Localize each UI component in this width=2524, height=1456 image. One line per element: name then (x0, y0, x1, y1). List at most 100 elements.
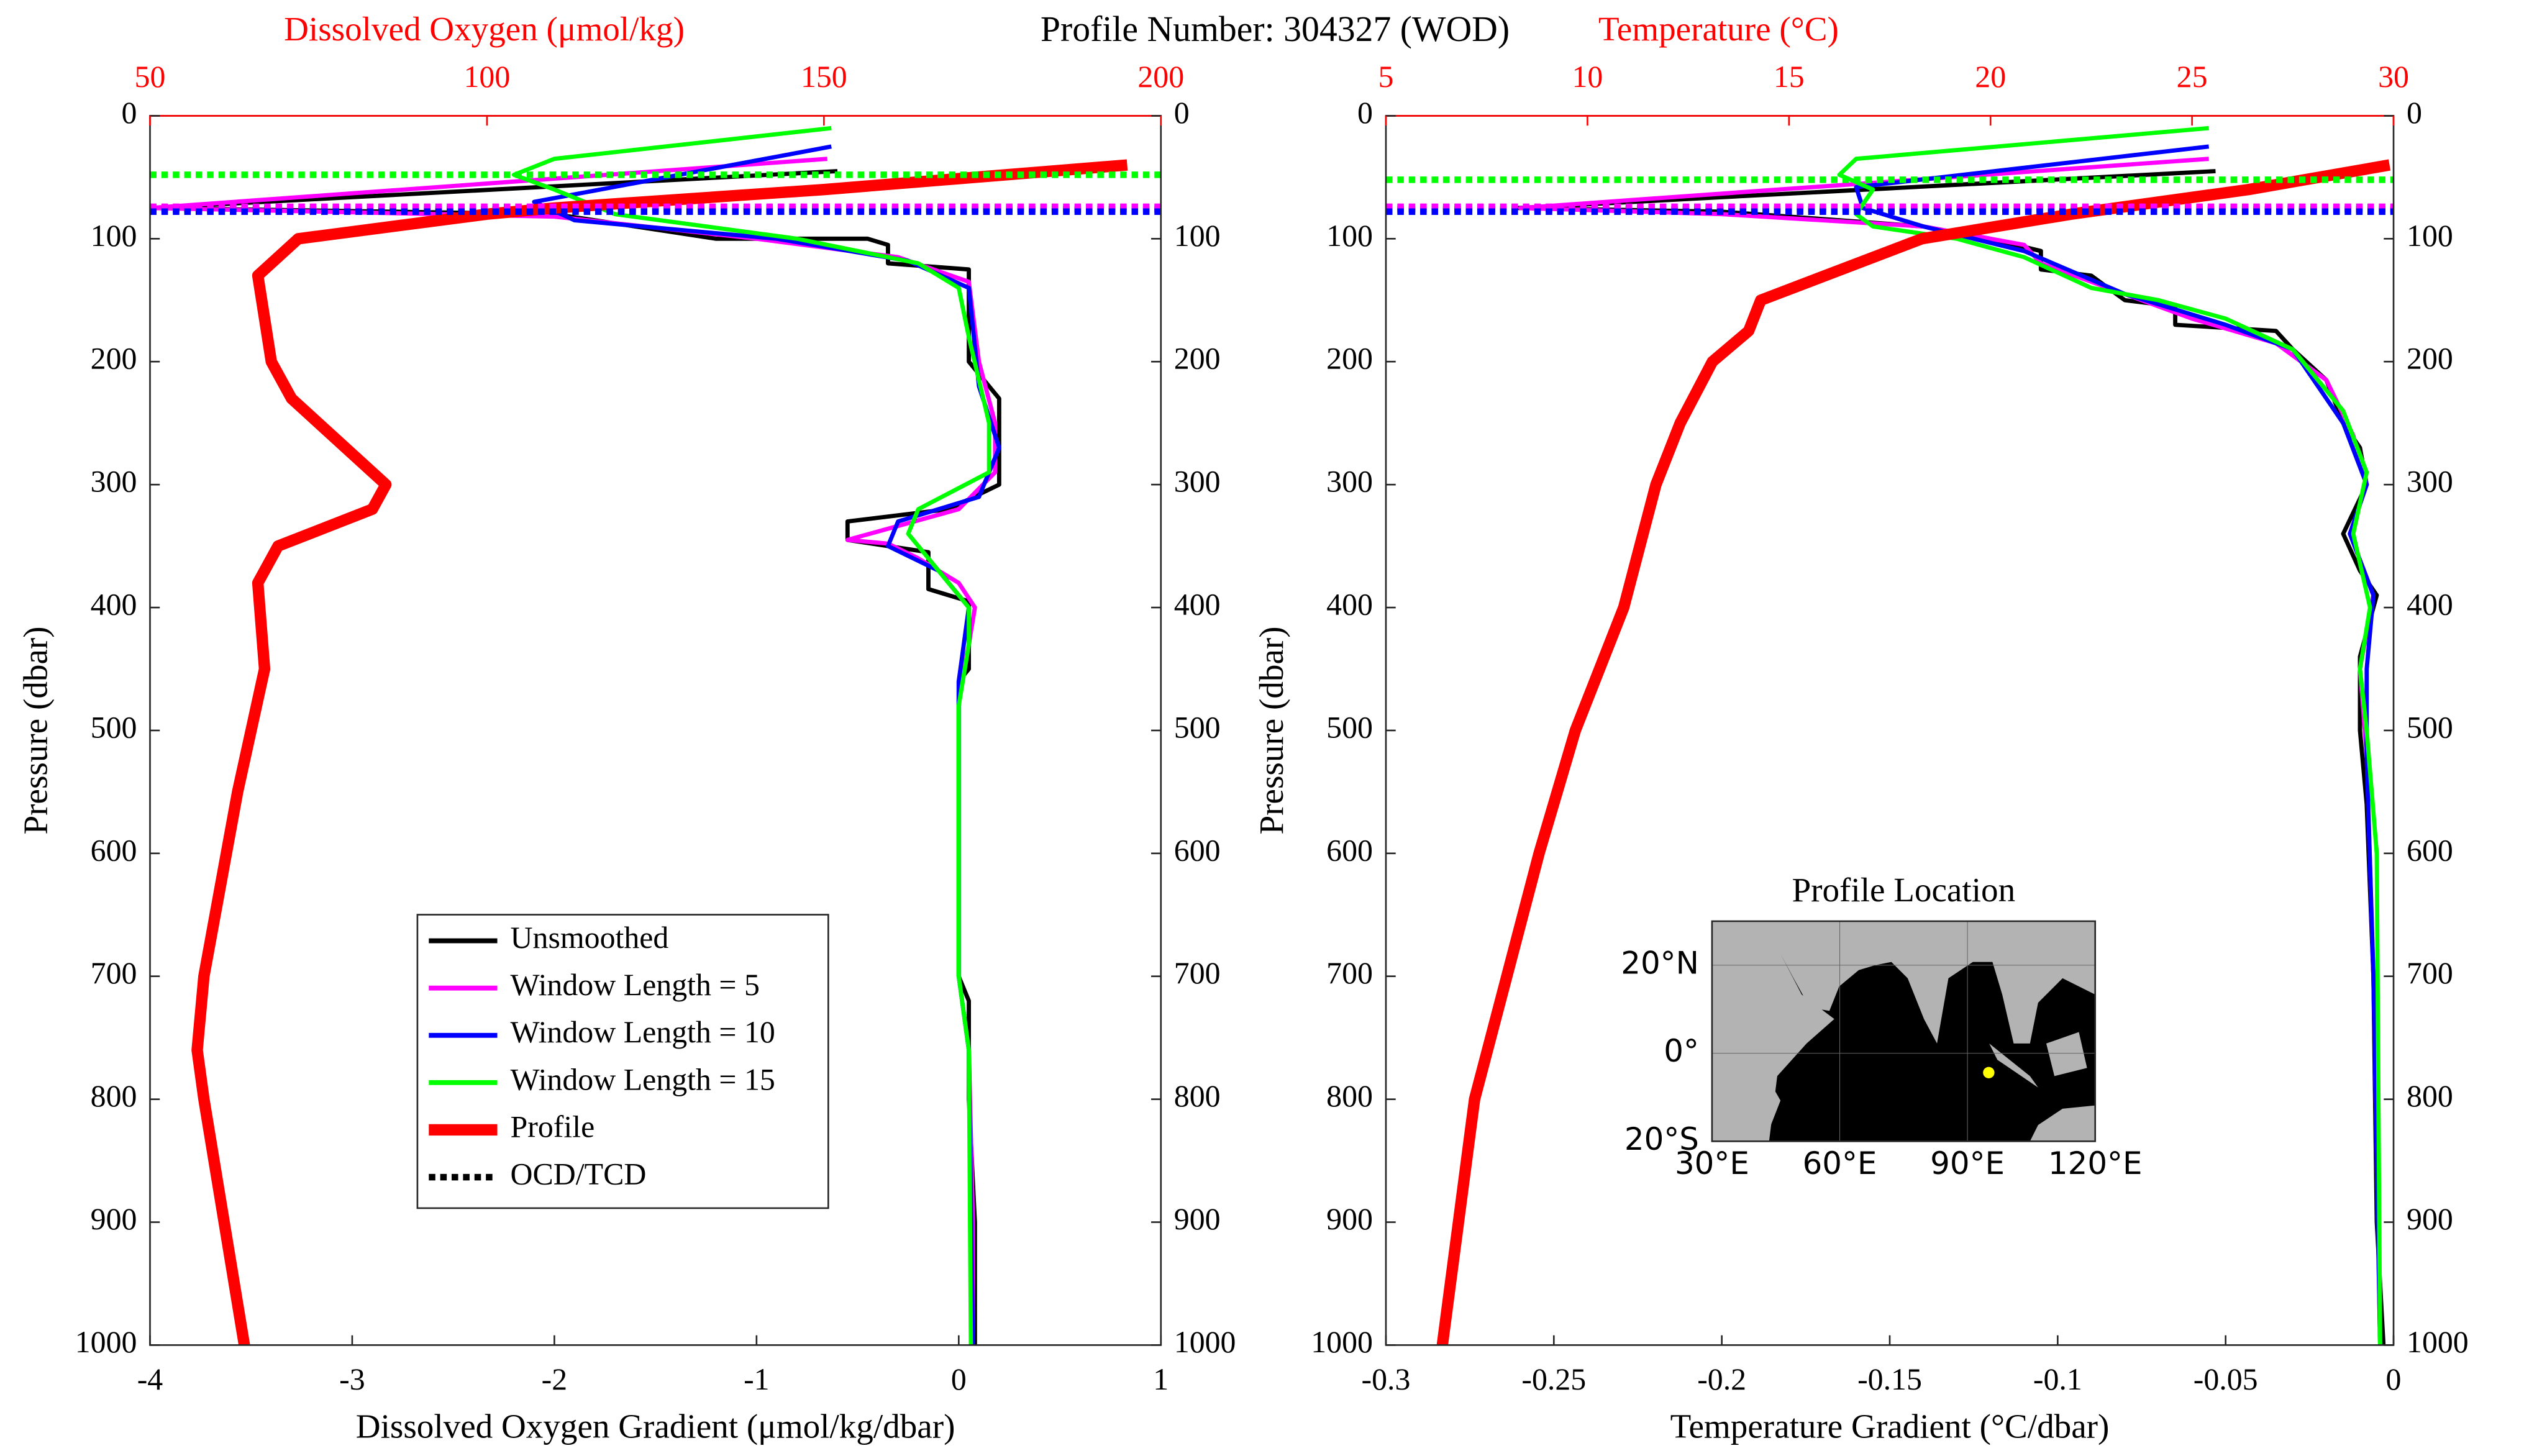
y-tick-label: 200 (1174, 342, 1221, 376)
y-tick-label: 200 (91, 342, 137, 376)
y-tick-label: 400 (1326, 587, 1373, 621)
map-x-tick-label: 60°E (1803, 1145, 1877, 1181)
legend-label: Window Length = 15 (511, 1062, 775, 1096)
x-tick-label: 0 (2386, 1362, 2402, 1396)
y-tick-label: 0 (1174, 96, 1190, 130)
x2-tick-label: 10 (1572, 60, 1603, 94)
x2-axis-label: Dissolved Oxygen (μmol/kg) (284, 10, 685, 48)
plot-area (150, 125, 1161, 1345)
map-title: Profile Location (1792, 871, 2015, 909)
y-tick-label: 200 (1326, 342, 1373, 376)
y-tick-label: 1000 (75, 1325, 137, 1359)
x2-tick-label: 30 (2378, 60, 2409, 94)
legend-label: Window Length = 10 (511, 1015, 775, 1049)
y-tick-label: 900 (1326, 1202, 1373, 1236)
y-tick-label: 700 (91, 956, 137, 990)
x-tick-label: -0.1 (2033, 1362, 2082, 1396)
y-tick-label: 500 (1174, 710, 1221, 744)
x2-tick-label: 200 (1137, 60, 1184, 94)
y-tick-label: 400 (91, 587, 137, 621)
gradient-line (511, 125, 991, 1345)
y-tick-label: 500 (91, 710, 137, 744)
x-tick-label: -3 (339, 1362, 365, 1396)
map-land (1711, 921, 2095, 1142)
y-tick-label: 600 (1326, 833, 1373, 867)
x-tick-label: -4 (137, 1362, 163, 1396)
legend-label: Window Length = 5 (511, 968, 760, 1002)
x2-tick-label: 100 (464, 60, 511, 94)
land (1989, 1043, 2038, 1088)
map-frame (1711, 920, 2097, 1142)
y-tick-label: 800 (1326, 1079, 1373, 1113)
y-tick-label: 600 (91, 833, 137, 867)
x-tick-label: -0.25 (1521, 1362, 1586, 1396)
x-tick-label: 1 (1153, 1362, 1169, 1396)
x-tick-label: -1 (744, 1362, 770, 1396)
y-tick-label: 1000 (2407, 1325, 2469, 1359)
y-tick-label: 100 (91, 219, 137, 253)
y-tick-label: 600 (1174, 833, 1221, 867)
y-tick-label: 1000 (1311, 1325, 1373, 1359)
legend-label: Profile (511, 1109, 595, 1144)
profile-location (1983, 1067, 1995, 1078)
map: 30°E 60°E 90°E 120°E 20°N 0° 20°S Profile Locat… (1621, 871, 2142, 1181)
legend-label: OCD/TCD (511, 1157, 647, 1191)
land (1711, 921, 2095, 1142)
x-axis-label: Dissolved Oxygen Gradient (μmol/kg/dbar) (356, 1408, 955, 1445)
land (2046, 1032, 2087, 1076)
map-x-tick-label: 90°E (1930, 1145, 2005, 1181)
y-tick-label: 100 (2407, 219, 2453, 253)
gradient-line (1837, 125, 2382, 1345)
map-y-tick-label: 0° (1664, 1033, 1699, 1069)
x2-tick-label: 15 (1774, 60, 1805, 94)
y-axis-label: Pressure (dbar) (17, 626, 55, 834)
y-tick-label: 800 (1174, 1079, 1221, 1113)
y-tick-label: 500 (2407, 710, 2453, 744)
land (2030, 1105, 2095, 1142)
y-tick-label: 600 (2407, 833, 2453, 867)
y-tick-label: 800 (2407, 1079, 2453, 1113)
plot-area (1385, 125, 2394, 1345)
y-tick-label: 0 (1357, 96, 1373, 130)
x-tick-label: -0.2 (1697, 1362, 1746, 1396)
x2-tick-label: 25 (2177, 60, 2208, 94)
y-tick-label: 900 (91, 1202, 137, 1236)
x2-tick-label: 5 (1378, 60, 1394, 94)
y-tick-label: 400 (2407, 587, 2453, 621)
y-tick-label: 300 (91, 465, 137, 499)
y-tick-label: 500 (1326, 710, 1373, 744)
x2-tick-label: 50 (135, 60, 166, 94)
map-y-tick-label: 20°S (1624, 1121, 1699, 1157)
y-tick-label: 300 (1174, 465, 1221, 499)
profile-line (1436, 159, 2391, 1345)
y-tick-label: 900 (2407, 1202, 2453, 1236)
map-y-tick-label: 20°N (1621, 945, 1699, 981)
figure-title: Profile Number: 304327 (WOD) (1041, 10, 1510, 49)
y-tick-label: 700 (2407, 956, 2453, 990)
x-tick-label: -0.3 (1362, 1362, 1411, 1396)
x-tick-label: -0.15 (1857, 1362, 1922, 1396)
y-tick-label: 0 (122, 96, 137, 130)
y-tick-label: 700 (1326, 956, 1373, 990)
y-tick-label: 700 (1174, 956, 1221, 990)
legend: Unsmoothed Window Length = 5 Window Length… (416, 914, 829, 1209)
map-x-tick-label: 30°E (1675, 1145, 1749, 1181)
y-tick-label: 400 (1174, 587, 1221, 621)
x2-tick-label: 20 (1975, 60, 2006, 94)
map-x-tick-label: 120°E (2048, 1145, 2143, 1181)
x2-axis-label: Temperature (°C) (1598, 10, 1839, 48)
y-tick-label: 300 (1326, 465, 1373, 499)
land (1757, 1089, 1781, 1139)
x-tick-label: -2 (542, 1362, 568, 1396)
x-tick-label: 0 (951, 1362, 967, 1396)
y-tick-label: 1000 (1174, 1325, 1236, 1359)
y-tick-label: 100 (1326, 219, 1373, 253)
legend-box (416, 914, 829, 1209)
y-tick-label: 100 (1174, 219, 1221, 253)
legend-label: Unsmoothed (511, 921, 669, 955)
